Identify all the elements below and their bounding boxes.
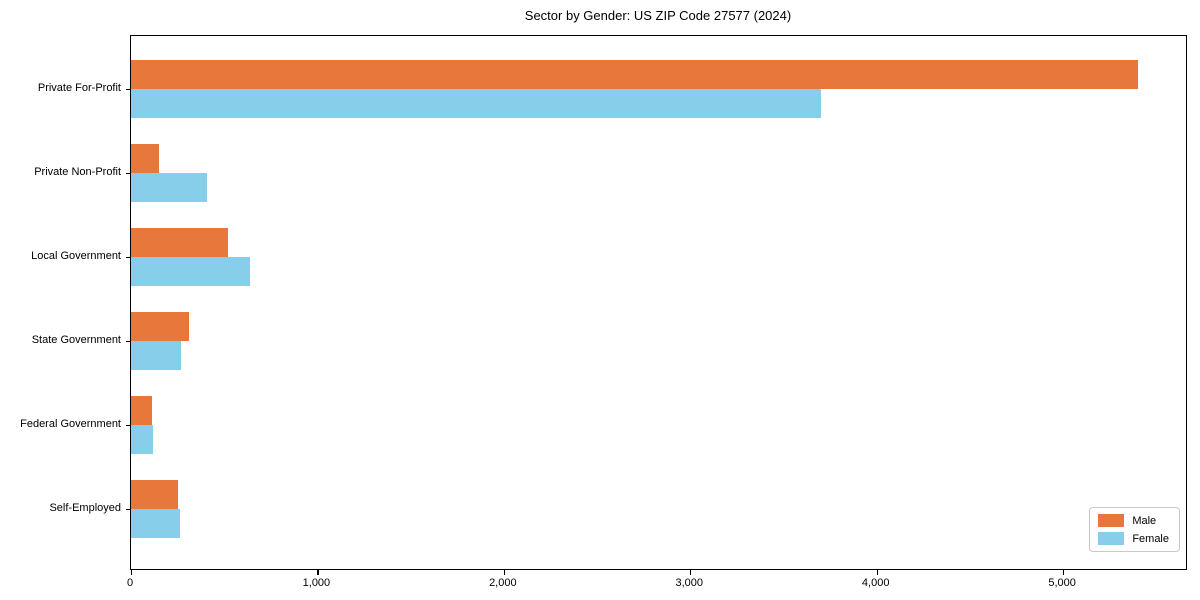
bar-male-0 [131,60,1138,89]
x-tick-label: 2,000 [489,577,517,589]
bar-female-1 [131,173,208,202]
y-tick-mark [126,89,131,91]
legend-swatch-icon [1098,514,1125,527]
y-tick-mark [126,509,131,511]
y-tick-mark [126,257,131,259]
bar-male-5 [131,480,178,509]
legend-item-female: Female [1098,532,1169,545]
legend-label: Male [1132,514,1157,527]
bar-male-3 [131,312,189,341]
legend: Male Female [1089,507,1180,552]
y-tick-label: Private For-Profit [37,82,121,94]
bar-female-4 [131,425,154,454]
y-tick-mark [126,173,131,175]
x-tick-mark [131,570,133,575]
x-tick-label: 0 [126,577,134,589]
plot-area: Male Female [126,35,1187,575]
bar-female-2 [131,257,251,286]
x-tick-mark [690,570,692,575]
y-tick-label: Federal Government [20,418,121,430]
y-tick-label: Private Non-Profit [34,166,121,178]
y-tick-label: Self-Employed [49,502,121,514]
y-tick-label: State Government [31,334,121,346]
bar-male-1 [131,144,159,173]
x-tick-label: 3,000 [675,577,704,589]
bar-female-3 [131,341,182,370]
x-tick-label: 4,000 [861,577,890,589]
bar-male-2 [131,228,228,257]
y-tick-label: Local Government [31,250,121,262]
y-tick-mark [126,425,131,427]
legend-label: Female [1132,532,1169,545]
legend-item-male: Male [1098,514,1169,527]
x-tick-mark [1063,570,1065,575]
y-tick-mark [126,341,131,343]
x-tick-mark [876,570,878,575]
bar-male-4 [131,396,153,425]
x-tick-label: 1,000 [302,577,331,589]
legend-swatch-icon [1098,532,1125,545]
x-tick-mark [503,570,506,575]
chart-title: Sector by Gender: US ZIP Code 27577 (202… [524,8,792,23]
bar-female-0 [131,89,821,118]
x-tick-label: 5,000 [1048,577,1076,589]
x-tick-mark [317,570,319,575]
bar-female-5 [131,509,181,538]
